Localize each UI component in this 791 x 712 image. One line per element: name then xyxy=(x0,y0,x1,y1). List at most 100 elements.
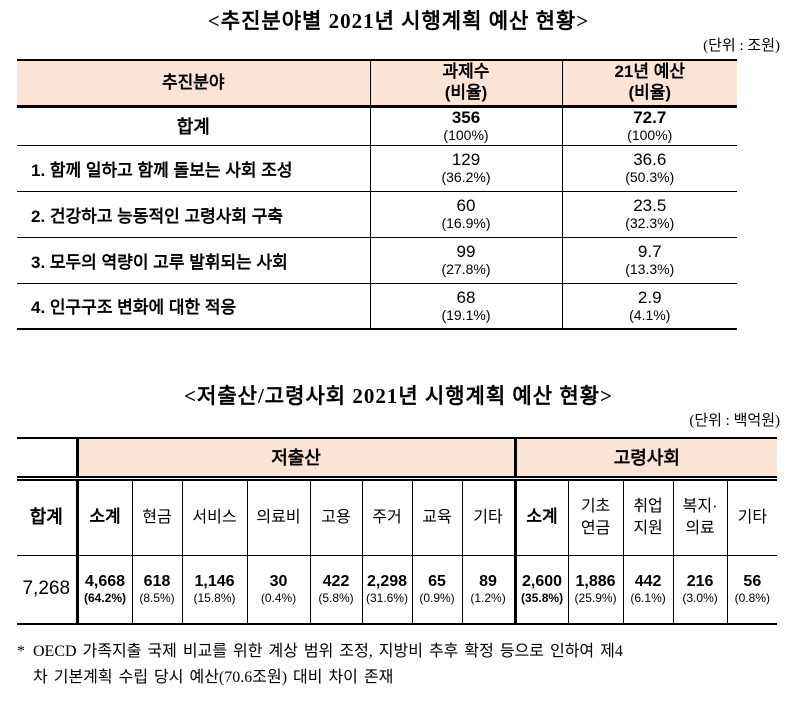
cell-value: 99 xyxy=(456,241,476,261)
cell-value: 1,886 xyxy=(575,572,616,590)
footnote-asterisk: * xyxy=(17,643,25,660)
cell-value: 2,600 xyxy=(522,572,563,590)
cell-value: 2.9 xyxy=(637,287,662,307)
cell-percent: (27.8%) xyxy=(441,261,491,278)
table2-data-row: 7,268 4,668 (64.2%) 618 (8.5%) 1,146 (15… xyxy=(17,555,778,624)
table-row: 2. 건강하고 능동적인 고령사회 구축 60 (16.9%) 23.5 (32… xyxy=(17,191,737,238)
cell-percent: (100%) xyxy=(443,127,489,144)
row-label: 1. 함께 일하고 함께 돌보는 사회 조성 xyxy=(17,145,370,192)
t1-header-category: 추진분야 xyxy=(17,60,370,108)
cell-value: 36.6 xyxy=(633,149,667,169)
cell-value: 60 xyxy=(456,195,476,215)
cell-housing: 2,298 (31.6%) xyxy=(361,555,412,624)
table-row-total: 합계 356 (100%) 72.7 (100%) xyxy=(17,106,737,146)
cell-percent: (1.2%) xyxy=(470,591,506,606)
footnote-text: OECD 가족지출 국제 비교를 위한 계상 범위 조정, 지방비 추후 확정 … xyxy=(33,639,780,691)
cell-subtotal-aging: 2,600 (35.8%) xyxy=(513,555,569,624)
subheader-cash: 현금 xyxy=(131,478,182,556)
cell-percent: (13.3%) xyxy=(625,261,675,278)
cell-welfare-medical: 216 (3.0%) xyxy=(672,555,728,624)
cell-grand-total: 7,268 xyxy=(22,578,71,600)
cell-education: 65 (0.9%) xyxy=(411,555,462,624)
cell-value: 442 xyxy=(634,572,662,590)
cell-percent: (100%) xyxy=(627,127,673,144)
cell-percent: (36.2%) xyxy=(441,169,491,186)
cell-value: 68 xyxy=(456,287,476,307)
cell-percent: (16.9%) xyxy=(441,215,491,232)
subheader-job-support: 취업 지원 xyxy=(622,478,674,556)
subheader-employment: 고용 xyxy=(309,478,362,556)
subheader-total: 합계 xyxy=(17,478,77,556)
cell-percent: (0.8%) xyxy=(734,591,770,606)
cell-tasks: 68 (19.1%) xyxy=(369,283,562,330)
cell-percent: (0.4%) xyxy=(260,591,297,606)
cell-value: 4,668 xyxy=(84,572,126,590)
cell-subtotal-low-birth: 4,668 (64.2%) xyxy=(75,555,132,624)
cell-job-support: 442 (6.1%) xyxy=(622,555,674,624)
cell-budget: 72.7 (100%) xyxy=(561,106,737,146)
cell-percent: (64.2%) xyxy=(83,591,127,606)
t1-header-budget-2021: 21년 예산 (비율) xyxy=(561,60,737,108)
table2-subheader-row: 합계 소계 현금 서비스 의료비 고용 주거 교육 기타 소계 기초 연금 취업… xyxy=(17,478,778,556)
table2-group-header-row: 저출산 고령사회 xyxy=(17,438,778,481)
cell-value: 618 xyxy=(143,572,171,590)
cell-percent: (19.1%) xyxy=(441,307,491,324)
cell-value: 23.5 xyxy=(633,195,667,215)
subheader-other-low-birth: 기타 xyxy=(461,478,516,556)
cell-cash: 618 (8.5%) xyxy=(131,555,182,624)
cell-percent: (32.3%) xyxy=(625,215,675,232)
cell-other-low-birth: 89 (1.2%) xyxy=(461,555,516,624)
cell-percent: (8.5%) xyxy=(139,591,175,606)
table1-header-row: 추진분야 과제수 (비율) 21년 예산 (비율) xyxy=(17,60,737,108)
cell-tasks: 356 (100%) xyxy=(369,106,562,146)
cell-value: 2,298 xyxy=(366,572,408,590)
table1-unit-label: (단위 : 조원) xyxy=(703,38,780,54)
row-label: 합계 xyxy=(17,106,370,146)
cell-value: 216 xyxy=(686,572,714,590)
cell-percent: (3.0%) xyxy=(682,591,718,606)
subheader-welfare-medical: 복지· 의료 xyxy=(672,478,728,556)
group-header-low-birth: 저출산 xyxy=(75,438,516,481)
cell-value: 65 xyxy=(428,572,446,590)
cell-employment: 422 (5.8%) xyxy=(309,555,362,624)
cell-tasks: 99 (27.8%) xyxy=(369,237,562,284)
cell-value: 56 xyxy=(743,572,762,590)
table2-budget-lowbirth-aging: 저출산 고령사회 합계 소계 현금 서비스 의료비 고용 주거 교육 기타 소계… xyxy=(17,437,778,625)
cell-percent: (5.8%) xyxy=(318,591,354,606)
corner-cell xyxy=(17,438,77,481)
subheader-basic-pension: 기초 연금 xyxy=(567,478,624,556)
cell-value: 1,146 xyxy=(194,572,235,590)
t1-header-task-count: 과제수 (비율) xyxy=(369,60,562,108)
cell-percent: (50.3%) xyxy=(625,169,675,186)
subheader-subtotal-aging: 소계 xyxy=(513,478,569,556)
cell-budget: 9.7 (13.3%) xyxy=(561,237,737,284)
cell-budget: 36.6 (50.3%) xyxy=(561,145,737,192)
footnote-line-1: OECD 가족지출 국제 비교를 위한 계상 범위 조정, 지방비 추후 확정 … xyxy=(33,643,623,660)
cell-percent: (25.9%) xyxy=(574,591,617,606)
cell-value: 72.7 xyxy=(633,107,667,127)
row-label: 2. 건강하고 능동적인 고령사회 구축 xyxy=(17,191,370,238)
table2-title: <저출산/고령사회 2021년 시행계획 예산 현황> xyxy=(184,384,613,408)
row-label: 4. 인구구조 변화에 대한 적응 xyxy=(17,283,370,330)
cell-value: 89 xyxy=(479,572,497,590)
subheader-subtotal-low-birth: 소계 xyxy=(75,478,132,556)
table2-unit-label: (단위 : 백억원) xyxy=(689,413,780,429)
cell-medical-expense: 30 (0.4%) xyxy=(246,555,310,624)
cell-percent: (35.8%) xyxy=(521,591,564,606)
cell-value: 9.7 xyxy=(637,241,662,261)
table-row: 3. 모두의 역량이 고루 발휘되는 사회 99 (27.8%) 9.7 (13… xyxy=(17,237,737,284)
cell-budget: 23.5 (32.3%) xyxy=(561,191,737,238)
subheader-services: 서비스 xyxy=(181,478,247,556)
cell-basic-pension: 1,886 (25.9%) xyxy=(567,555,624,624)
cell-budget: 2.9 (4.1%) xyxy=(561,283,737,330)
cell-percent: (0.9%) xyxy=(419,591,455,606)
cell-value: 422 xyxy=(322,572,350,590)
cell-percent: (6.1%) xyxy=(630,591,666,606)
cell-services: 1,146 (15.8%) xyxy=(181,555,247,624)
cell-tasks: 129 (36.2%) xyxy=(369,145,562,192)
cell-value: 356 xyxy=(451,107,481,127)
table1-title: <추진분야별 2021년 시행계획 예산 현황> xyxy=(207,9,590,33)
subheader-other-aging: 기타 xyxy=(726,478,778,556)
cell-other-aging: 56 (0.8%) xyxy=(726,555,778,624)
cell-percent: (31.6%) xyxy=(365,591,409,606)
